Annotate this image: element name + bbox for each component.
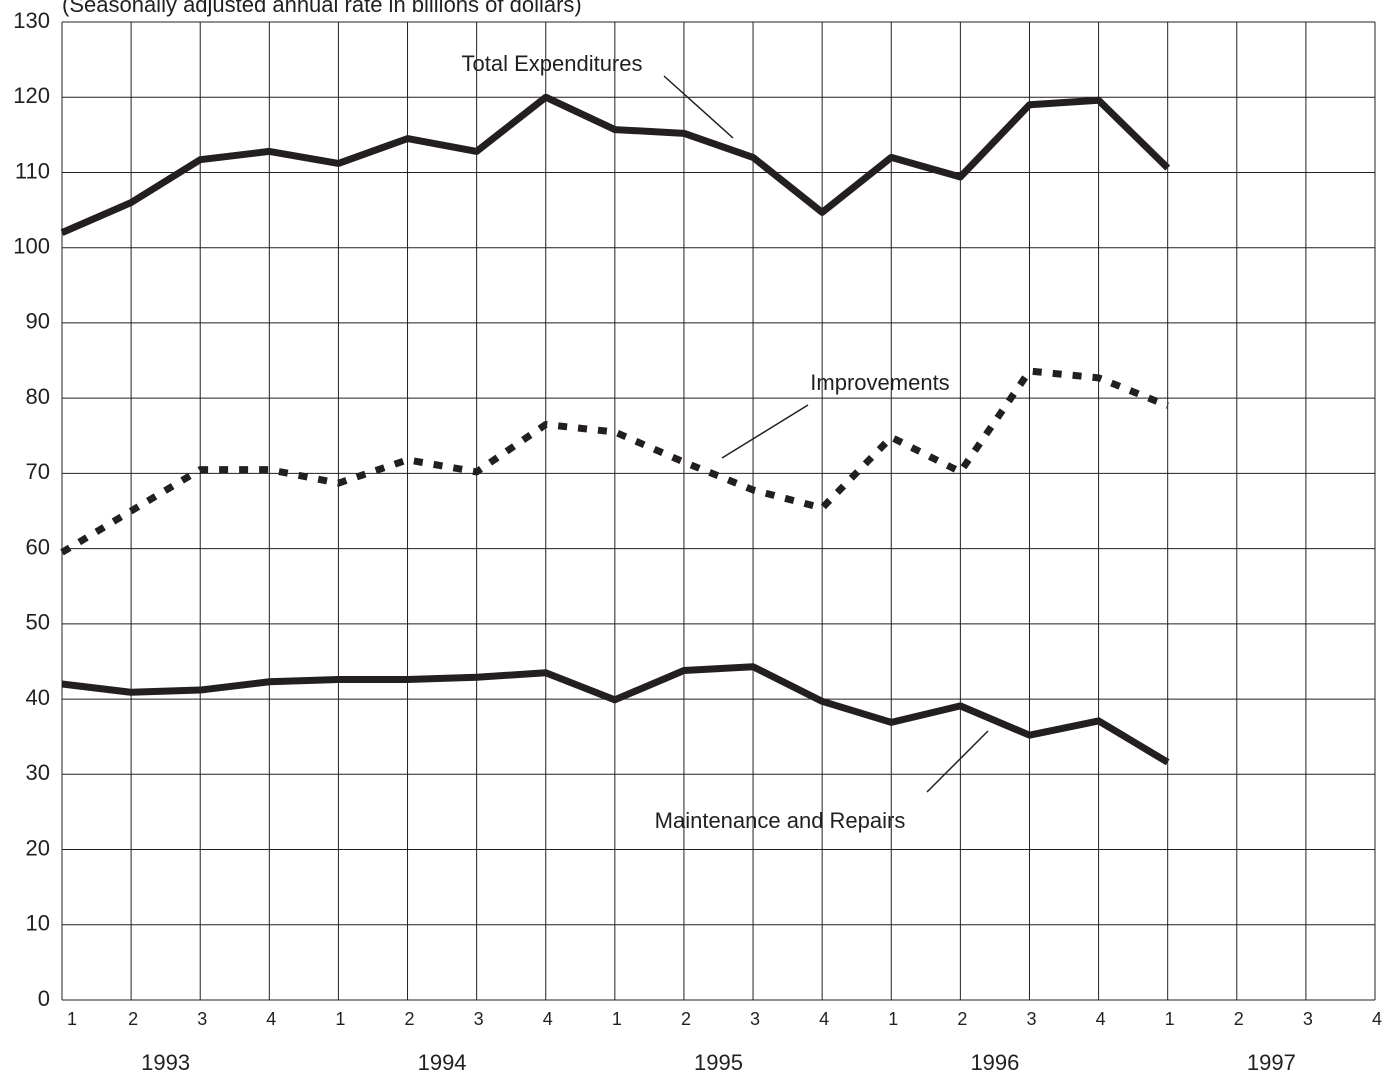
x-tick-label: 1	[67, 1009, 77, 1029]
x-tick-label: 2	[1234, 1009, 1244, 1029]
y-tick-label: 60	[26, 534, 50, 559]
x-tick-label: 3	[1026, 1009, 1036, 1029]
x-tick-label: 4	[1096, 1009, 1106, 1029]
x-tick-label: 2	[681, 1009, 691, 1029]
y-tick-label: 20	[26, 835, 50, 860]
callout-line	[926, 730, 989, 793]
x-tick-label: 1	[1165, 1009, 1175, 1029]
y-tick-label: 80	[26, 384, 50, 409]
year-label: 1995	[694, 1050, 743, 1075]
year-label: 1994	[418, 1050, 467, 1075]
x-tick-label: 3	[750, 1009, 760, 1029]
callout-line	[721, 404, 809, 459]
x-tick-label: 1	[335, 1009, 345, 1029]
y-tick-label: 10	[26, 911, 50, 936]
x-tick-label: 4	[266, 1009, 276, 1029]
x-tick-label: 4	[819, 1009, 829, 1029]
x-tick-label: 3	[474, 1009, 484, 1029]
y-tick-label: 30	[26, 760, 50, 785]
x-tick-label: 3	[1303, 1009, 1313, 1029]
y-tick-label: 70	[26, 459, 50, 484]
series-line	[60, 93, 1171, 236]
y-tick-label: 90	[26, 309, 50, 334]
x-tick-label: 2	[957, 1009, 967, 1029]
year-label: 1993	[141, 1050, 190, 1075]
series-line	[60, 367, 1169, 556]
y-tick-label: 50	[26, 610, 50, 635]
year-label: 1997	[1247, 1050, 1296, 1075]
x-tick-label: 1	[888, 1009, 898, 1029]
callout-line	[663, 75, 734, 139]
x-tick-label: 3	[197, 1009, 207, 1029]
series-line	[61, 663, 1170, 766]
x-tick-label: 2	[128, 1009, 138, 1029]
chart-subtitle: (Seasonally adjusted annual rate in bill…	[62, 0, 582, 17]
x-tick-label: 4	[543, 1009, 553, 1029]
y-tick-label: 0	[38, 986, 50, 1011]
y-tick-label: 130	[13, 8, 50, 33]
year-label: 1996	[970, 1050, 1019, 1075]
series-label: Improvements	[810, 370, 949, 395]
y-tick-label: 40	[26, 685, 50, 710]
y-tick-label: 120	[13, 83, 50, 108]
x-tick-label: 2	[405, 1009, 415, 1029]
x-tick-label: 1	[612, 1009, 622, 1029]
y-tick-label: 100	[13, 234, 50, 259]
y-tick-label: 110	[15, 158, 50, 183]
series-label: Maintenance and Repairs	[655, 808, 906, 833]
series-label: Total Expenditures	[462, 51, 643, 76]
x-tick-label: 4	[1372, 1009, 1382, 1029]
